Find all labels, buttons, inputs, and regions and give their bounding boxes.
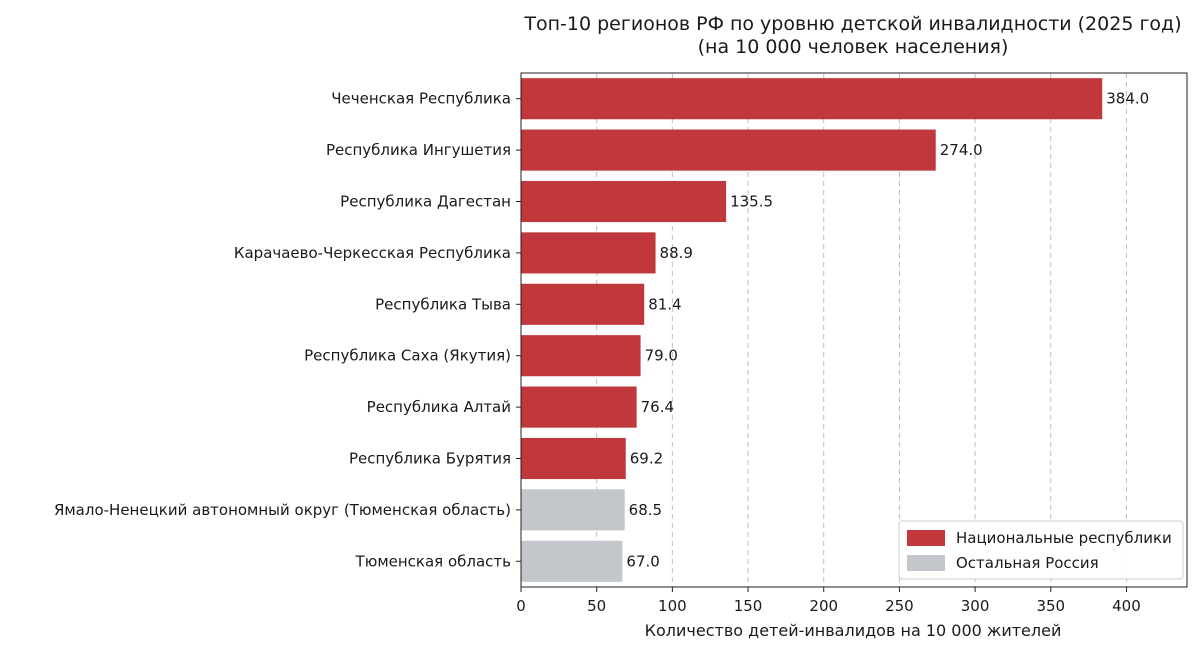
bar [521,540,623,582]
x-tick-label: 50 [587,597,606,615]
legend-label-national: Национальные республики [956,529,1172,547]
bar [521,78,1103,120]
bar [521,437,626,480]
plot-frame [520,72,1188,588]
x-tick-label: 150 [734,597,763,615]
category-label: Карачаево-Черкесская Республика [234,244,511,262]
category-label: Чеченская Республика [331,90,511,108]
x-tick-label: 250 [885,597,914,615]
chart-title: Топ-10 регионов РФ по уровню детской инв… [523,13,1181,35]
value-label: 274.0 [940,141,983,159]
x-axis-ticks: 0 50 100 150 200 250 300 350 400 [516,587,1141,615]
legend: Национальные республики Остальная Россия [898,520,1184,580]
category-label: Республика Бурятия [349,450,511,468]
bar [521,232,656,274]
category-labels: Чеченская Республика Республика Ингушетия… [54,90,521,570]
x-tick-label: 100 [658,597,687,615]
value-label: 68.5 [629,501,662,519]
chart-subtitle: (на 10 000 человек населения) [698,36,1009,58]
bar [521,129,936,171]
category-label: Республика Ингушетия [326,141,511,159]
x-tick-label: 400 [1112,597,1141,615]
x-tick-label: 300 [961,597,990,615]
bars [521,78,1103,582]
category-label: Республика Дагестан [340,193,511,211]
value-label: 384.0 [1106,90,1149,108]
x-tick-label: 200 [809,597,838,615]
bar [521,335,641,377]
category-label: Ямало-Ненецкий автономный округ (Тюменск… [54,501,511,519]
category-label: Республика Алтай [367,398,511,416]
bar [521,489,625,531]
x-axis-label: Количество детей-инвалидов на 10 000 жит… [645,621,1062,640]
legend-swatch-national [907,530,945,546]
value-label: 135.5 [730,193,773,211]
value-label: 88.9 [660,244,693,262]
value-label: 81.4 [648,295,681,313]
category-label: Республика Саха (Якутия) [304,347,511,365]
bar [521,180,727,223]
legend-swatch-rest [907,555,945,571]
legend-box [898,520,1184,580]
x-tick-label: 0 [516,597,526,615]
value-label: 76.4 [641,398,674,416]
value-labels: 384.0 274.0 135.5 88.9 81.4 79.0 76.4 69.2 68.5 6… [626,90,1149,571]
category-label: Республика Тыва [375,295,511,313]
value-label: 79.0 [645,347,678,365]
value-label: 67.0 [626,552,659,570]
category-label: Тюменская область [355,552,511,570]
bar [521,283,645,325]
bar [521,386,637,428]
x-tick-label: 350 [1036,597,1065,615]
legend-label-rest: Остальная Россия [956,554,1099,572]
value-label: 69.2 [630,450,663,468]
